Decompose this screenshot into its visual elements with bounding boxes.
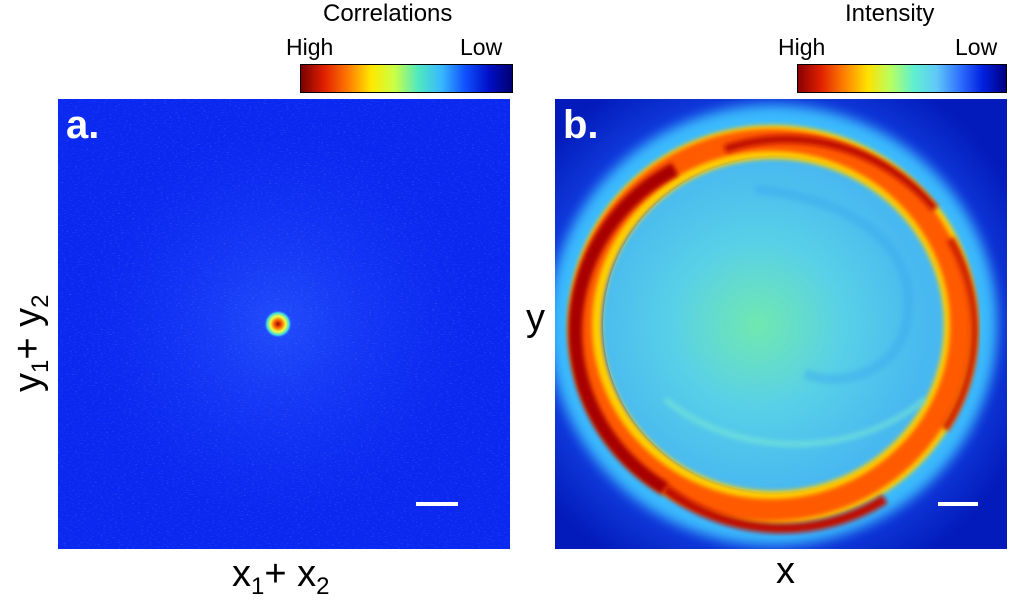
colorbar-b-high-label: High xyxy=(778,34,826,60)
panel-b-x-axis-label: x xyxy=(776,550,795,592)
colorbar-a xyxy=(300,64,513,93)
panel-a-y-axis-label: y1+ y2 xyxy=(7,294,54,392)
panel-b-y-axis-label: y xyxy=(526,297,545,339)
panel-a-label: a. xyxy=(66,103,100,147)
colorbar-a-high-label: High xyxy=(286,34,334,60)
correlation-peak xyxy=(264,310,292,338)
colorbar-b-title: Intensity xyxy=(845,0,935,27)
panel-b-label: b. xyxy=(563,103,599,147)
scale-bar-b xyxy=(938,502,978,506)
colorbar-a-title: Correlations xyxy=(323,0,453,27)
colorbar-b-low-label: Low xyxy=(955,34,998,60)
correlation-map xyxy=(58,99,510,549)
panel-a-image: a. xyxy=(58,99,510,549)
colorbar-b xyxy=(797,64,1007,93)
panel-b-image: b. xyxy=(555,99,1007,549)
scale-bar-a xyxy=(416,502,458,506)
intensity-map xyxy=(555,99,1007,549)
panel-a-x-axis-label: x1+ x2 xyxy=(232,553,330,600)
colorbar-a-low-label: Low xyxy=(460,34,503,60)
